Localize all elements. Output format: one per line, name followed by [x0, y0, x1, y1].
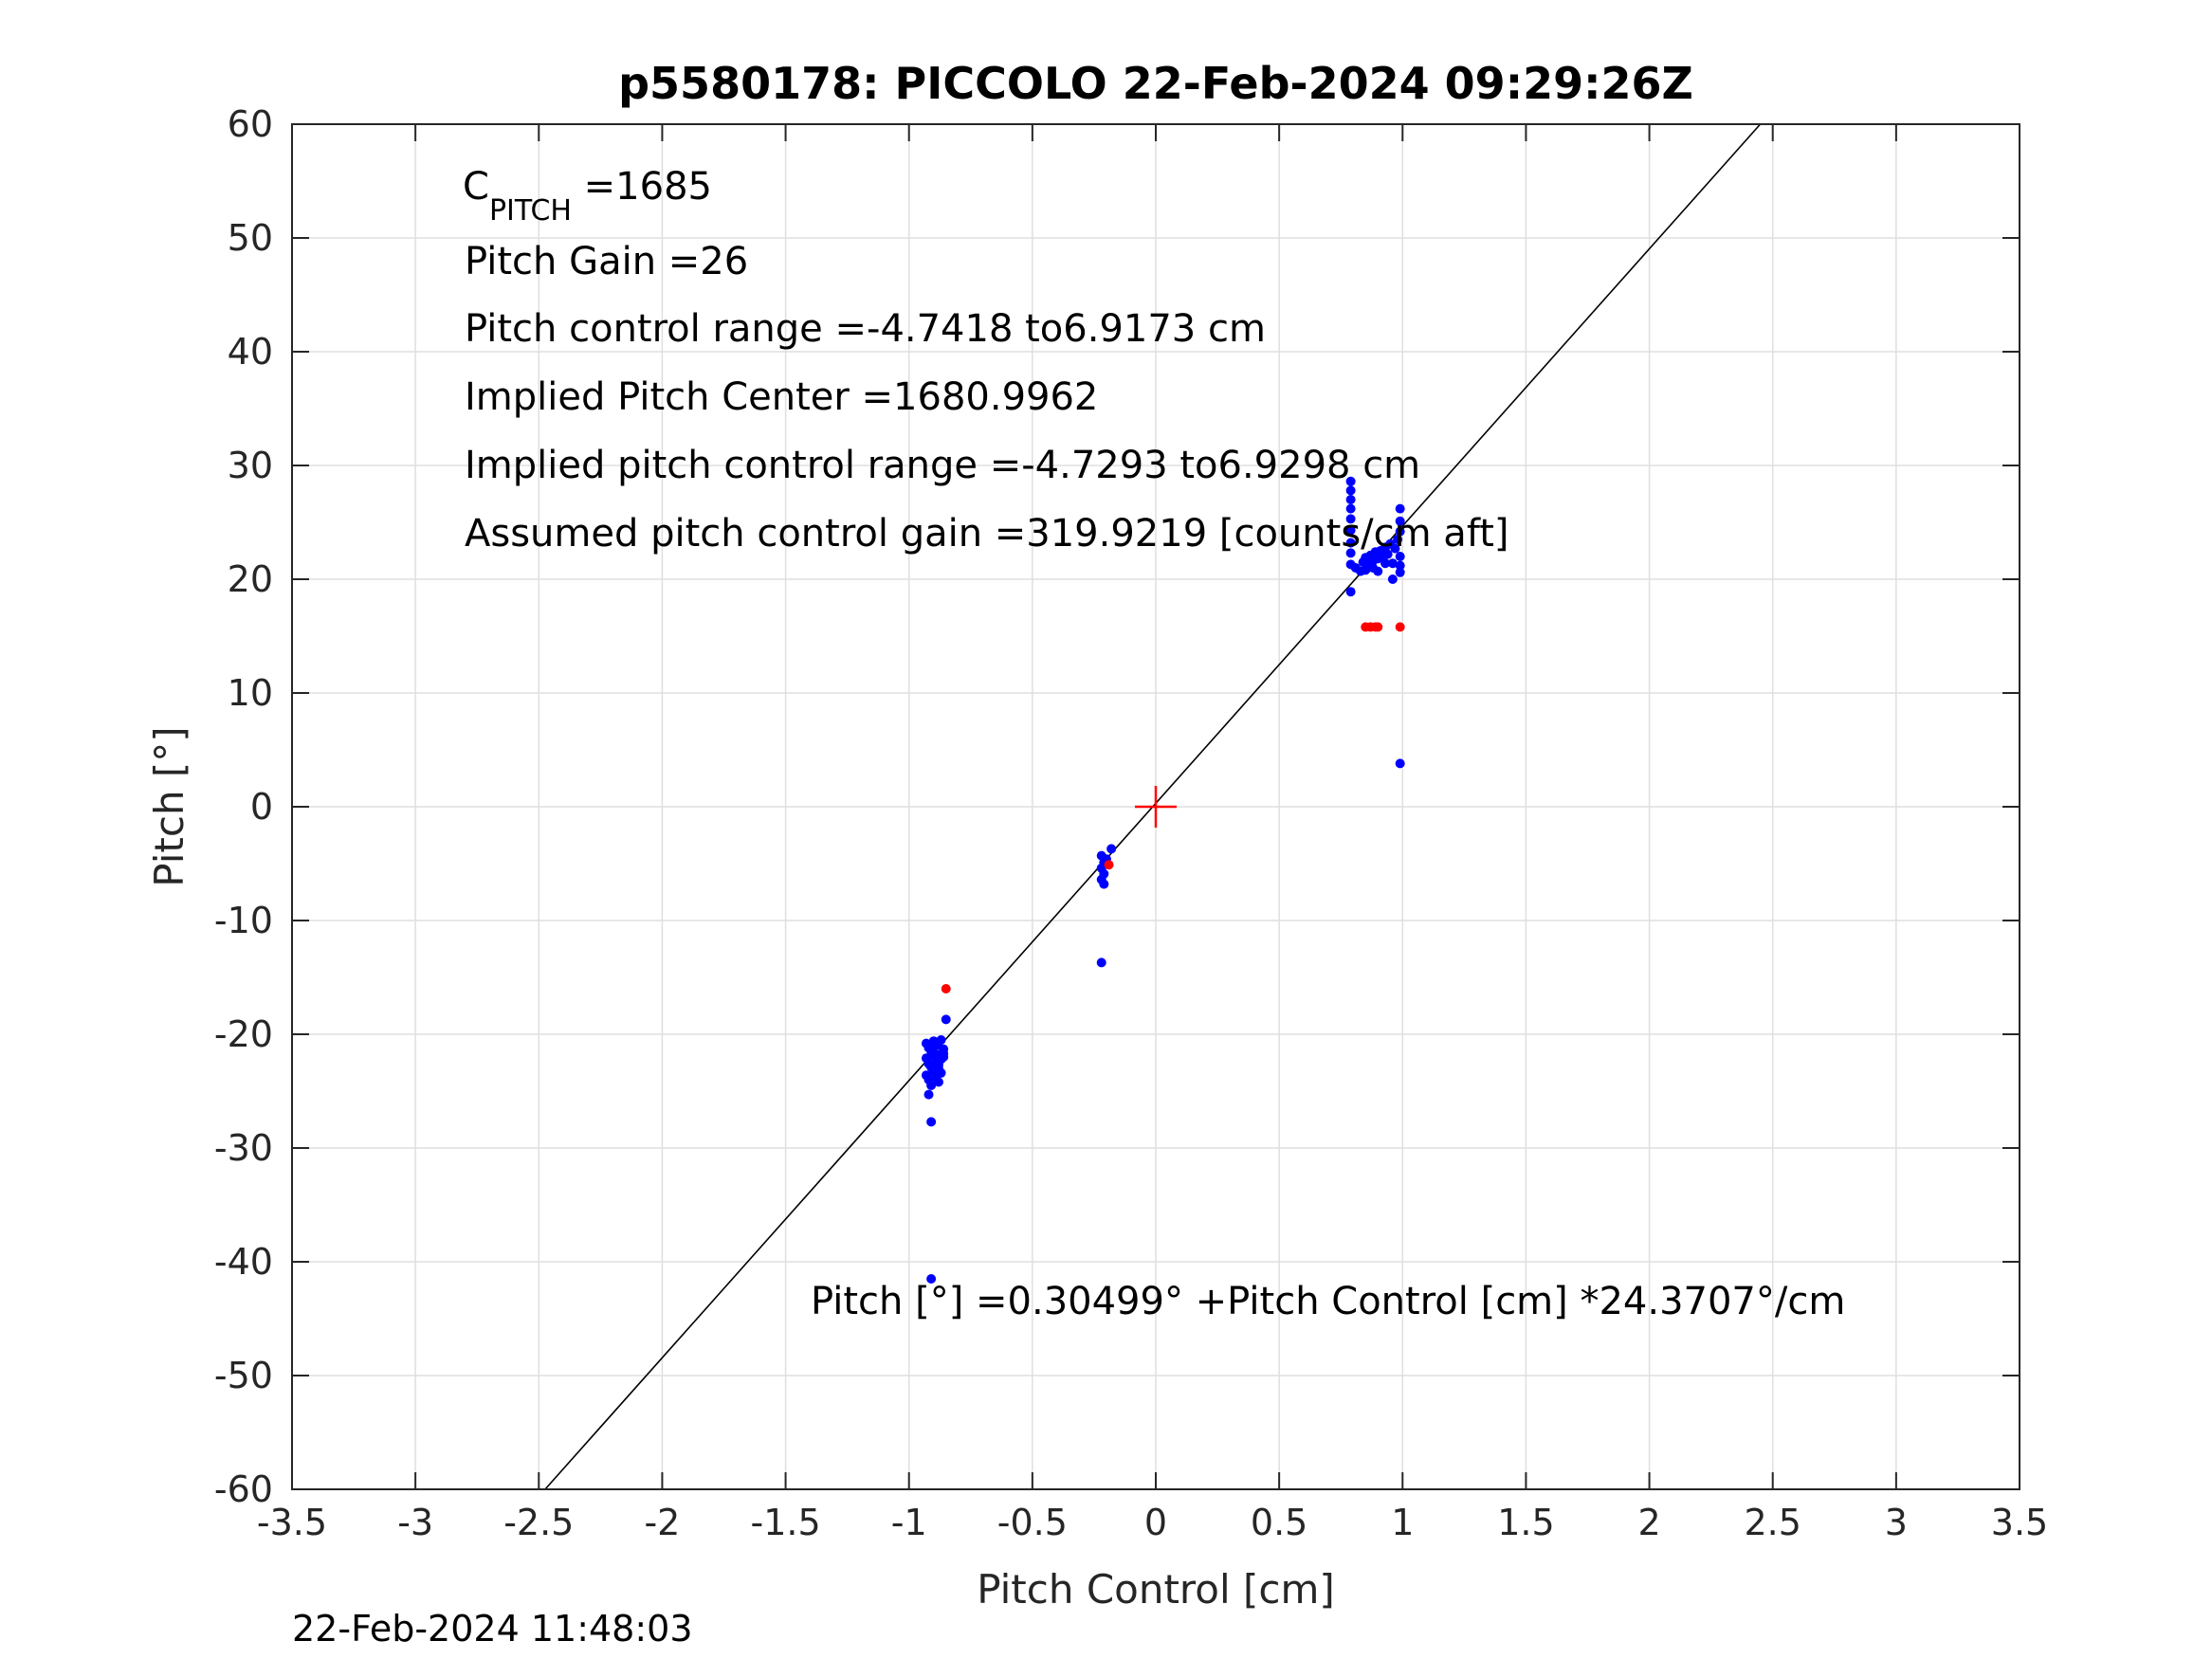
y-axis-label: Pitch [°]	[146, 726, 192, 886]
cpitch-value: =1685	[572, 165, 712, 209]
x-tick-label: 1	[1391, 1502, 1414, 1543]
annotation-fit-equation: Pitch [°] =0.30499° +Pitch Control [cm] …	[811, 1280, 1845, 1323]
data-point	[923, 1089, 934, 1100]
y-tick-label: -40	[214, 1241, 273, 1283]
y-tick-label: -50	[214, 1355, 273, 1396]
data-point	[933, 1077, 943, 1087]
footer-timestamp: 22-Feb-2024 11:48:03	[292, 1608, 693, 1650]
data-point	[1373, 622, 1383, 632]
y-tick-label: 60	[228, 103, 273, 145]
x-tick-label: -3	[397, 1502, 433, 1543]
data-point	[1387, 558, 1398, 569]
data-point	[936, 1067, 946, 1078]
data-point	[1345, 548, 1356, 558]
data-point	[1395, 516, 1405, 526]
data-point	[1387, 574, 1398, 584]
chart-title: p5580178: PICCOLO 22-Feb-2024 09:29:26Z	[618, 58, 1693, 109]
data-point	[1345, 476, 1356, 486]
y-tick-label: 50	[228, 217, 273, 259]
data-point	[1395, 526, 1405, 537]
x-tick-labels: -3.5 -3 -2.5 -2 -1.5 -1 -0.5 0 0.5 1 1.5 2 2.5 3 3.5	[257, 1502, 2048, 1543]
x-tick-label: 1.5	[1497, 1502, 1554, 1543]
data-point	[1345, 495, 1356, 504]
data-point	[1099, 879, 1109, 889]
data-point	[1395, 552, 1405, 561]
data-point	[1345, 503, 1356, 514]
center-marker-group	[1135, 786, 1177, 828]
y-tick-label: 40	[228, 331, 273, 373]
cpitch-subscript: PITCH	[489, 194, 572, 228]
x-tick-label: 2.5	[1744, 1502, 1801, 1543]
x-axis-label: Pitch Control [cm]	[977, 1566, 1335, 1613]
data-point	[926, 1081, 937, 1090]
data-point	[1361, 565, 1371, 575]
y-tick-label: 10	[228, 672, 273, 714]
x-tick-label: -2.5	[503, 1502, 574, 1543]
x-tick-label: 3	[1885, 1502, 1908, 1543]
data-point	[1395, 622, 1405, 632]
data-point	[1345, 525, 1356, 536]
x-tick-label: -0.5	[997, 1502, 1068, 1543]
data-point	[941, 1014, 951, 1025]
cpitch-main: C	[463, 165, 489, 209]
annotation-assumed-gain: Assumed pitch control gain =319.9219 [co…	[465, 512, 1508, 556]
y-tick-label: -30	[214, 1127, 273, 1169]
data-point	[1380, 558, 1391, 569]
data-point	[1395, 503, 1405, 514]
y-tick-label: -20	[214, 1013, 273, 1055]
data-point	[931, 1039, 941, 1049]
y-tick-labels: -60 -50 -40 -30 -20 -10 0 10 20 30 40 50 60	[214, 103, 273, 1510]
x-tick-label: 0	[1144, 1502, 1167, 1543]
data-point	[1106, 844, 1117, 854]
annotation-implied-center: Implied Pitch Center =1680.9962	[465, 375, 1098, 419]
plot-border	[291, 123, 2020, 1490]
x-tick-label: 2	[1637, 1502, 1660, 1543]
x-tick-label: -1	[891, 1502, 927, 1543]
data-point	[1104, 860, 1114, 870]
y-tick-label: 0	[250, 786, 273, 828]
data-point	[926, 1274, 937, 1284]
data-point	[933, 1060, 943, 1070]
data-point	[1373, 566, 1383, 576]
data-point	[926, 1117, 937, 1127]
tick-marks	[291, 123, 2020, 1490]
data-point	[1096, 957, 1106, 968]
data-point	[1395, 567, 1405, 577]
y-tick-label: -10	[214, 900, 273, 941]
x-tick-label: 3.5	[1991, 1502, 2048, 1543]
data-point	[1395, 758, 1405, 769]
annotation-implied-range: Implied pitch control range =-4.7293 to6…	[465, 444, 1420, 487]
y-tick-label: 20	[228, 558, 273, 600]
data-points	[921, 476, 1405, 1284]
data-point	[1345, 587, 1356, 597]
data-point	[1390, 543, 1400, 554]
x-tick-label: 0.5	[1251, 1502, 1307, 1543]
y-tick-label: -60	[214, 1468, 273, 1510]
data-point	[1345, 485, 1356, 496]
data-point	[1345, 514, 1356, 524]
x-tick-label: -3.5	[257, 1502, 327, 1543]
x-tick-label: -1.5	[750, 1502, 820, 1543]
data-point	[1393, 535, 1403, 544]
data-point	[1382, 549, 1393, 559]
x-tick-label: -2	[644, 1502, 680, 1543]
data-point	[928, 1050, 939, 1061]
data-point	[1395, 560, 1405, 571]
data-point	[941, 984, 951, 994]
y-tick-label: 30	[228, 445, 273, 486]
data-point	[1345, 538, 1356, 548]
annotation-pitch-control-range: Pitch control range =-4.7418 to6.9173 cm	[465, 307, 1266, 351]
data-point	[939, 1048, 949, 1059]
annotation-cpitch: CPITCH =1685	[463, 165, 712, 228]
annotation-pitch-gain: Pitch Gain =26	[465, 240, 748, 283]
